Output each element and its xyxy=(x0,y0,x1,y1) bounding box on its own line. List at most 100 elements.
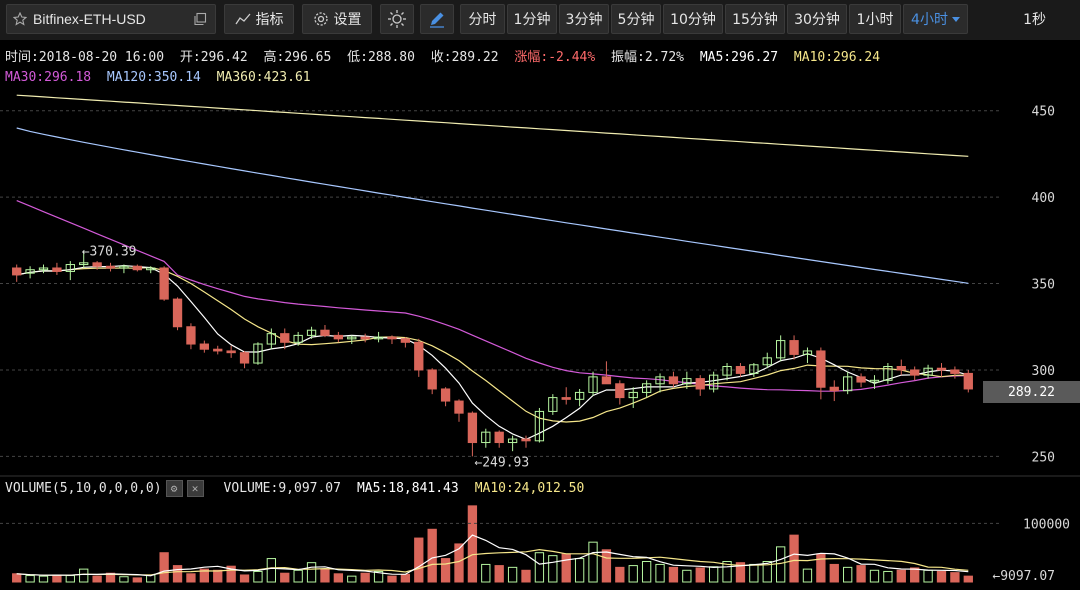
volume-bar-43 xyxy=(588,541,598,583)
volume-bar-8 xyxy=(119,576,129,583)
symbol-name: Bitfinex-ETH-USD xyxy=(33,11,146,27)
star-icon[interactable] xyxy=(13,12,27,26)
volume-bar-5 xyxy=(79,568,89,583)
indicator-button[interactable]: 指标 xyxy=(224,4,294,34)
candle-body-42 xyxy=(574,391,585,400)
info-time: 时间:2018-08-20 16:00 xyxy=(5,50,165,65)
volume-bar-33 xyxy=(454,543,464,583)
candle-body-49 xyxy=(668,376,679,385)
tab-interval-0[interactable]: 分时 xyxy=(460,4,505,34)
candle-body-25 xyxy=(347,336,357,340)
candle-body-31 xyxy=(427,369,437,390)
pencil-icon xyxy=(428,10,446,28)
volume-bar-20 xyxy=(280,572,290,583)
current-price-badge: 289.22 xyxy=(983,381,1080,403)
tab-interval-2[interactable]: 3分钟 xyxy=(559,4,609,34)
volume-bar-62 xyxy=(843,566,853,583)
volume-ma5-line xyxy=(16,534,969,577)
candle-body-26 xyxy=(360,336,370,340)
copy-icon[interactable] xyxy=(193,12,207,26)
candle-body-36 xyxy=(494,431,504,444)
candle-body-5 xyxy=(79,262,89,266)
tab-interval-4-label: 10分钟 xyxy=(670,12,716,28)
volume-close-icon[interactable]: ✕ xyxy=(186,480,204,497)
candle-body-41 xyxy=(561,397,571,400)
candle-body-52 xyxy=(708,374,719,390)
volume-bar-6 xyxy=(92,575,102,583)
candle-body-4 xyxy=(65,264,75,272)
candle-body-23 xyxy=(320,329,330,336)
volume-bar-12 xyxy=(172,565,183,583)
tab-interval-6[interactable]: 30分钟 xyxy=(787,4,847,34)
volume-ma10-line xyxy=(16,548,969,576)
volume-bar-19 xyxy=(266,558,277,583)
candle-body-11 xyxy=(159,267,169,300)
ma120-line xyxy=(16,127,969,284)
candle-body-60 xyxy=(816,350,826,388)
candle-body-12 xyxy=(172,298,183,328)
volume-bar-16 xyxy=(226,565,236,583)
candle-body-50 xyxy=(682,378,692,385)
theme-toggle-button[interactable] xyxy=(380,4,414,34)
candle-body-58 xyxy=(789,340,799,355)
volume-bar-47 xyxy=(641,561,652,583)
candle-body-16 xyxy=(226,350,236,354)
candlesticks xyxy=(12,250,973,457)
tab-interval-1s[interactable]: 1秒 xyxy=(1023,12,1046,28)
volume-bar-21 xyxy=(293,569,303,583)
volume-bar-29 xyxy=(400,573,411,583)
candle-body-51 xyxy=(695,378,705,390)
candle-body-3 xyxy=(52,267,62,272)
volume-bar-4 xyxy=(65,575,75,583)
candle-body-68 xyxy=(923,367,933,376)
tab-interval-7[interactable]: 1小时 xyxy=(849,4,901,34)
tab-interval-3[interactable]: 5分钟 xyxy=(611,4,661,34)
tab-interval-1[interactable]: 1分钟 xyxy=(507,4,557,34)
candle-body-64 xyxy=(869,379,880,383)
volume-bar-18 xyxy=(253,570,263,583)
info-low: 低:288.80 xyxy=(347,50,415,65)
tab-interval-8[interactable]: 4小时 xyxy=(903,4,968,34)
info-change: 涨幅:-2.44% xyxy=(514,50,595,65)
info-ma5: MA5:296.27 xyxy=(699,50,779,65)
candle-body-15 xyxy=(213,348,223,352)
tab-interval-0-label: 分时 xyxy=(468,12,497,28)
volume-header: VOLUME(5,10,0,0,0,0) ⚙ ✕ VOLUME:9,097.07… xyxy=(5,480,584,497)
symbol-selector[interactable]: Bitfinex-ETH-USD xyxy=(6,4,216,34)
draw-tool-button[interactable] xyxy=(420,4,454,34)
tab-interval-4[interactable]: 10分钟 xyxy=(663,4,723,34)
candle-body-9 xyxy=(132,265,142,271)
volume-bar-0 xyxy=(12,573,22,583)
candle-body-69 xyxy=(936,367,947,371)
volume-value: VOLUME:9,097.07 xyxy=(223,481,341,496)
volume-bar-37 xyxy=(507,566,518,583)
volume-bars xyxy=(12,505,973,583)
candle-body-47 xyxy=(641,383,652,393)
ma-info-line: MA30:296.18 MA120:350.14 MA360:423.61 xyxy=(5,70,319,85)
gear-icon xyxy=(313,11,329,27)
volume-bar-64 xyxy=(869,569,880,583)
volume-bar-35 xyxy=(481,563,491,583)
candle-body-1 xyxy=(25,269,35,274)
tab-interval-5[interactable]: 15分钟 xyxy=(725,4,785,34)
volume-bar-14 xyxy=(199,568,209,583)
settings-button[interactable]: 设置 xyxy=(302,4,372,34)
candle-body-55 xyxy=(749,364,759,374)
volume-settings-gear-icon[interactable]: ⚙ xyxy=(165,480,183,497)
volume-bar-39 xyxy=(534,552,545,583)
price-tick-250: 250 xyxy=(1032,450,1055,465)
annotation-high: ←370.39 xyxy=(82,245,137,260)
candle-body-20 xyxy=(280,333,290,343)
volume-indicator-label: VOLUME(5,10,0,0,0,0) xyxy=(5,481,162,496)
volume-bar-38 xyxy=(521,569,531,583)
candle-body-53 xyxy=(722,365,732,376)
volume-bar-58 xyxy=(789,534,799,583)
volume-bar-30 xyxy=(414,537,424,583)
volume-bar-2 xyxy=(38,575,49,583)
candle-body-24 xyxy=(333,334,344,340)
candle-body-30 xyxy=(414,341,424,371)
candle-body-10 xyxy=(146,267,156,271)
candle-body-65 xyxy=(883,365,893,381)
volume-bar-34 xyxy=(467,505,478,583)
